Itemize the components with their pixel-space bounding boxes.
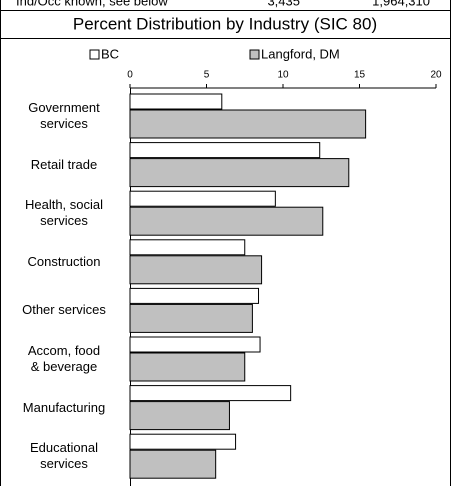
header-cell: Ind/Occ known, see below: [16, 0, 168, 8]
bar: [129, 303, 253, 333]
bar: [129, 206, 324, 236]
bar: [129, 158, 350, 188]
category-label: Construction: [27, 253, 101, 269]
category-label: Educational services: [30, 440, 98, 472]
x-tick-label: 15: [354, 70, 366, 81]
bar: [129, 142, 321, 159]
category-label: Accom, food & beverage: [27, 343, 101, 374]
bar: [129, 352, 246, 382]
bar: [129, 93, 223, 110]
bar: [129, 190, 276, 207]
category-label: Retail trade: [30, 156, 98, 172]
category-label: Government services: [28, 100, 100, 131]
x-tick-label: 10: [277, 70, 289, 81]
bar: [129, 433, 237, 450]
x-tick-label: 5: [204, 70, 210, 81]
bar: [129, 239, 246, 256]
legend-label: BC: [101, 46, 119, 61]
bar: [129, 287, 260, 304]
category-label: Health, social services: [24, 197, 104, 229]
bar: [129, 255, 263, 285]
bar: [129, 336, 261, 353]
bar: [129, 109, 367, 139]
chart-title: Percent Distribution by Industry (SIC 80…: [73, 14, 377, 33]
x-tick-label: 20: [430, 70, 442, 81]
category-label: Manufacturing: [22, 399, 106, 415]
bar: [129, 401, 230, 431]
category-label: Other services: [22, 302, 106, 318]
legend-swatch: [249, 49, 260, 60]
header-cell: 1,964,310: [372, 0, 430, 8]
bar: [129, 449, 217, 479]
header-cell: 3,435: [267, 0, 300, 8]
legend-label: Langford, DM: [261, 46, 340, 61]
x-tick-label: 0: [127, 70, 133, 81]
bar: [129, 385, 292, 402]
legend-swatch: [89, 49, 100, 60]
